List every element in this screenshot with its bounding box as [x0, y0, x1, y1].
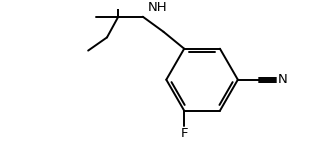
Text: NH: NH	[148, 1, 167, 14]
Text: N: N	[277, 73, 287, 86]
Text: F: F	[180, 127, 188, 140]
